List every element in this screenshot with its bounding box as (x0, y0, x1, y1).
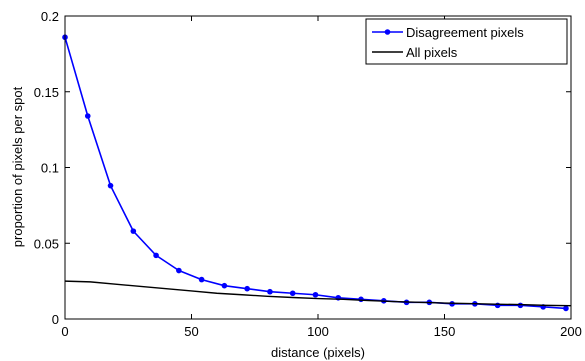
data-point (358, 296, 364, 303)
legend-label-all-pixels: All pixels (406, 45, 458, 60)
y-tick-label: 0.1 (41, 161, 59, 176)
x-axis-label: distance (pixels) (271, 345, 365, 360)
data-point (244, 285, 250, 292)
data-point (289, 290, 296, 297)
data-point (494, 302, 501, 309)
data-point (130, 228, 137, 234)
legend-marker-disagreement (384, 29, 391, 35)
series-line-all-pixels (64, 280, 572, 307)
x-tick-label: 200 (560, 324, 582, 339)
series-layer (62, 34, 572, 312)
y-axis-label: proportion of pixels per spot (10, 86, 25, 247)
legend: Disagreement pixels All pixels (365, 18, 568, 65)
series-line-disagreement-pixels (64, 36, 566, 310)
legend-box (365, 18, 568, 65)
plot-area-frame (64, 15, 572, 320)
x-tick-label: 50 (184, 324, 198, 339)
data-point (107, 182, 114, 189)
legend-label-disagreement: Disagreement pixels (406, 25, 524, 40)
y-tick-label: 0.2 (41, 9, 59, 24)
data-point (267, 288, 273, 295)
y-tick-label: 0.05 (34, 236, 59, 251)
data-point (153, 252, 159, 259)
data-point (84, 113, 91, 119)
x-tick-label: 100 (307, 324, 329, 339)
x-tick-label: 0 (61, 324, 68, 339)
data-point (221, 282, 228, 289)
y-tick-label: 0 (52, 312, 59, 327)
data-point (563, 305, 569, 312)
data-point (198, 276, 205, 283)
data-point (312, 291, 319, 298)
x-tick-label: 150 (434, 324, 456, 339)
y-tick-label: 0.15 (34, 85, 59, 100)
ticks-layer: 0 50 100 150 200 0 0.05 0.1 0.15 0.2 (34, 9, 582, 339)
data-point (176, 267, 182, 274)
